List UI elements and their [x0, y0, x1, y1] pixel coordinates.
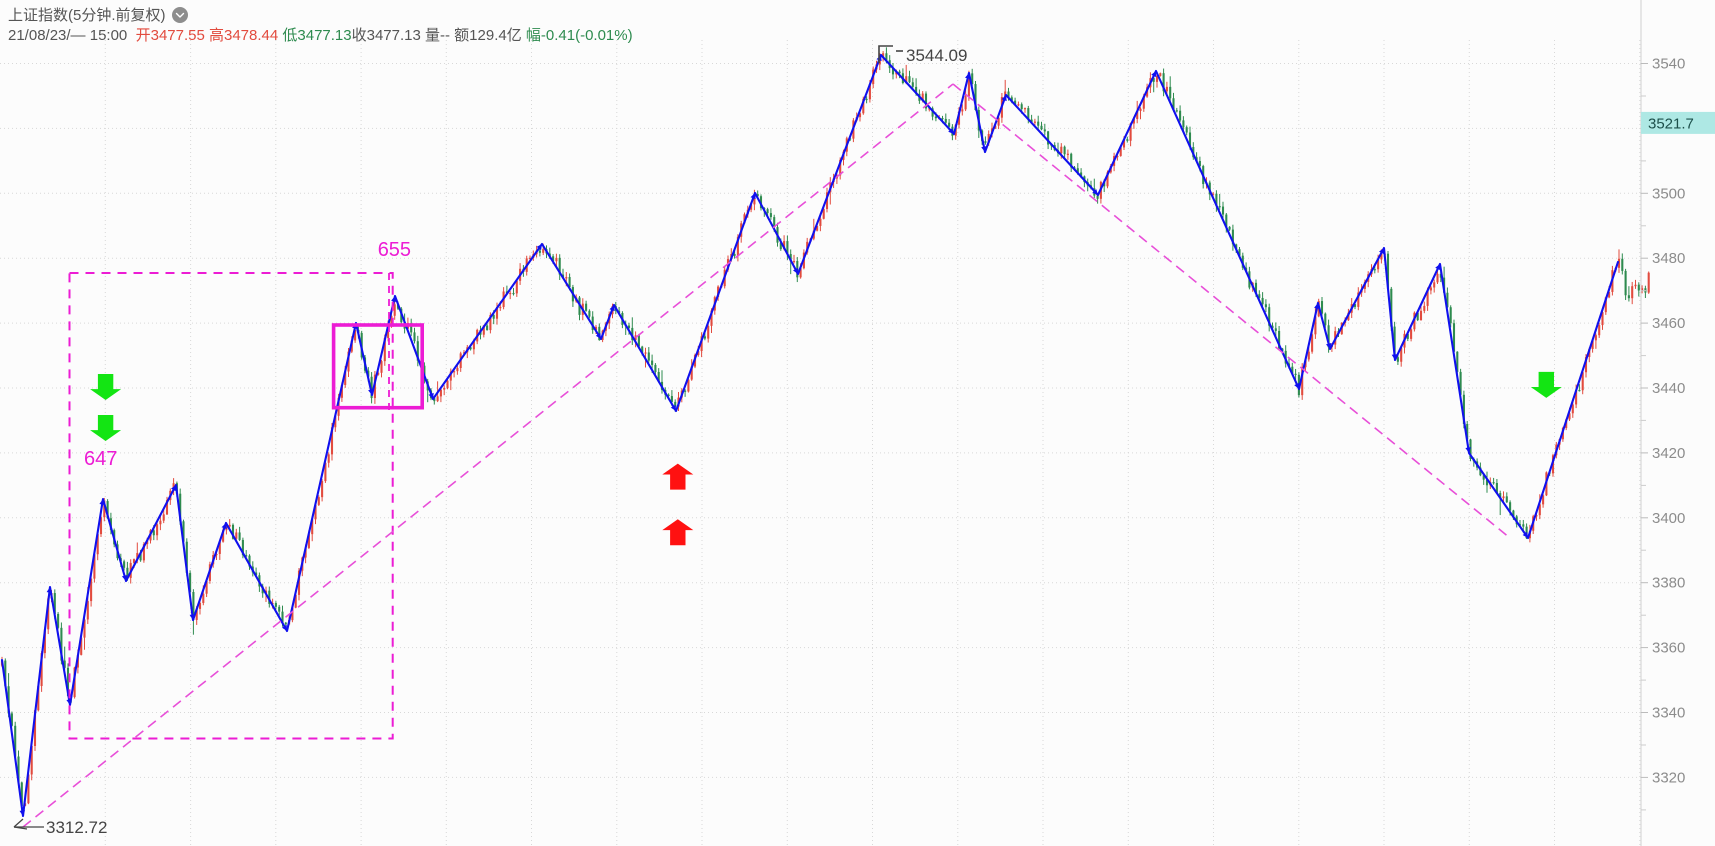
svg-text:3400: 3400 [1652, 510, 1685, 527]
svg-text:3420: 3420 [1652, 445, 1685, 462]
svg-text:655: 655 [378, 239, 411, 261]
svg-text:3544.09: 3544.09 [906, 46, 967, 65]
svg-text:647: 647 [84, 448, 117, 470]
svg-text:3480: 3480 [1652, 250, 1685, 267]
svg-text:3320: 3320 [1652, 769, 1685, 786]
svg-text:3540: 3540 [1652, 56, 1685, 73]
svg-text:3521.7: 3521.7 [1648, 115, 1694, 132]
svg-text:3360: 3360 [1652, 640, 1685, 657]
svg-text:3312.72: 3312.72 [46, 818, 107, 837]
svg-text:3380: 3380 [1652, 575, 1685, 592]
svg-text:3340: 3340 [1652, 705, 1685, 722]
svg-text:3440: 3440 [1652, 380, 1685, 397]
svg-text:3460: 3460 [1652, 315, 1685, 332]
svg-text:3500: 3500 [1652, 185, 1685, 202]
